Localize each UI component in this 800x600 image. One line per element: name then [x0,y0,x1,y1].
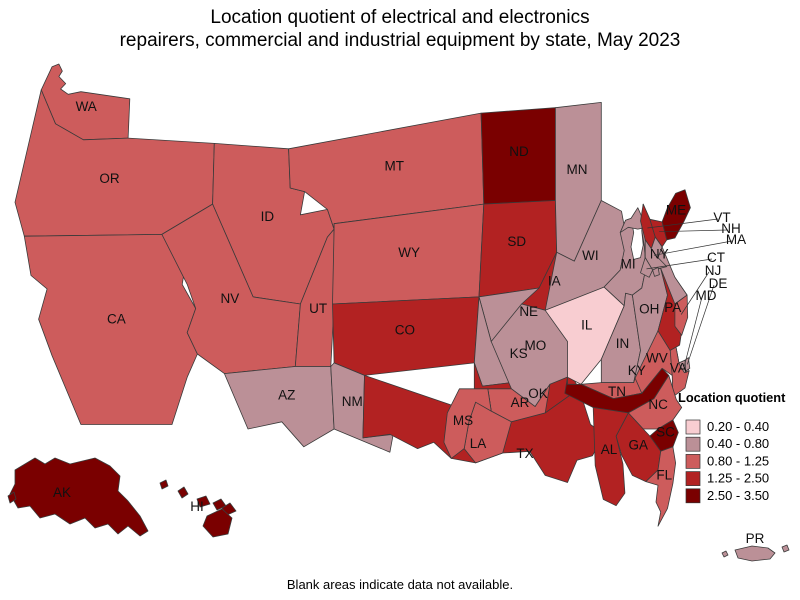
svg-text:KY: KY [628,363,646,378]
svg-text:WV: WV [646,350,668,365]
svg-text:TX: TX [516,446,533,461]
svg-text:CO: CO [395,323,415,338]
svg-text:ND: ND [509,144,529,159]
svg-text:ID: ID [261,209,275,224]
svg-text:GA: GA [628,438,648,453]
svg-text:OR: OR [99,171,120,186]
svg-text:OH: OH [639,302,659,317]
svg-text:AK: AK [53,485,71,500]
svg-text:VA: VA [670,361,687,376]
svg-text:LA: LA [470,436,487,451]
svg-text:1.25 - 2.50: 1.25 - 2.50 [707,471,769,486]
svg-text:IA: IA [548,274,561,289]
svg-text:HI: HI [190,499,204,514]
svg-text:0.80 - 1.25: 0.80 - 1.25 [707,453,769,468]
svg-text:MT: MT [385,159,405,174]
svg-text:MD: MD [696,288,717,303]
svg-text:MO: MO [525,338,547,353]
svg-text:MA: MA [726,232,746,247]
svg-text:ME: ME [666,203,686,218]
svg-text:NM: NM [342,394,363,409]
svg-text:MS: MS [453,413,473,428]
svg-text:NV: NV [221,291,240,306]
svg-text:MN: MN [567,162,588,177]
svg-text:UT: UT [309,301,327,316]
svg-text:NE: NE [519,304,538,319]
svg-text:0.40 - 0.80: 0.40 - 0.80 [707,436,769,451]
svg-text:TN: TN [608,384,626,399]
svg-text:Location quotient: Location quotient [678,390,786,405]
svg-text:0.20 - 0.40: 0.20 - 0.40 [707,419,769,434]
svg-text:FL: FL [656,468,672,483]
svg-text:SC: SC [656,424,675,439]
svg-text:OK: OK [528,386,548,401]
svg-text:SD: SD [507,234,526,249]
svg-text:AL: AL [601,442,618,457]
svg-text:WI: WI [582,248,599,263]
svg-text:NC: NC [648,397,668,412]
svg-text:WY: WY [398,245,420,260]
svg-text:AZ: AZ [278,388,295,403]
svg-text:MI: MI [621,256,636,271]
svg-text:CA: CA [107,312,126,327]
svg-text:IL: IL [581,318,593,333]
svg-text:IN: IN [616,336,630,351]
svg-text:WA: WA [76,99,97,114]
svg-text:2.50 - 3.50: 2.50 - 3.50 [707,488,769,503]
svg-text:AR: AR [511,395,530,410]
svg-text:PA: PA [664,300,681,315]
svg-text:PR: PR [746,531,765,546]
